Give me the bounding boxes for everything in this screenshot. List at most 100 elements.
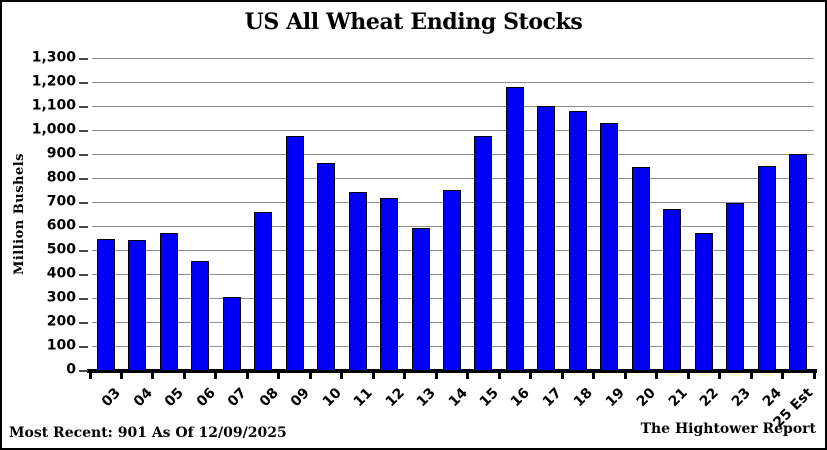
x-tick-label: 15 (476, 385, 502, 411)
bar-19 (600, 123, 619, 370)
x-tick-label: 12 (382, 385, 408, 411)
y-axis-tick (79, 297, 88, 300)
x-tick-label: 16 (508, 385, 534, 411)
y-axis-tick (79, 129, 88, 132)
x-axis-tick (592, 373, 596, 379)
bar-21 (663, 209, 682, 370)
y-tick-label: 100 (46, 337, 76, 354)
x-axis-tick (88, 373, 92, 379)
y-axis-tick (79, 225, 88, 228)
x-axis-tick (340, 373, 344, 379)
y-tick-label: 0 (66, 361, 76, 378)
y-tick-label: 800 (46, 169, 76, 186)
bar-08 (254, 212, 273, 370)
x-tick-label: 06 (193, 385, 219, 411)
bar-20 (631, 167, 650, 370)
gridline (92, 154, 814, 155)
x-tick-label: 24 (760, 385, 786, 411)
x-tick-label: 04 (130, 385, 156, 411)
x-axis-tick (151, 373, 155, 379)
x-tick-label: 09 (287, 385, 313, 411)
bar-03 (96, 238, 115, 370)
bar-12 (380, 197, 399, 370)
bar-16 (505, 86, 524, 370)
x-tick-label: 21 (665, 385, 691, 411)
x-tick-label: 08 (256, 385, 282, 411)
x-tick-label: 11 (350, 385, 376, 411)
y-tick-label: 400 (46, 265, 76, 282)
x-axis-tick (655, 373, 659, 379)
gridline (92, 82, 814, 83)
y-tick-label: 1,000 (31, 121, 76, 138)
plot-area: 0 100 200 300 400 500 600 700 800 900 1,000 1,100 1,… (32, 49, 817, 431)
x-axis-tick (749, 373, 753, 379)
y-tick-label: 500 (46, 241, 76, 258)
gridline (92, 106, 814, 107)
y-axis-tick (79, 105, 88, 108)
y-axis-tick (79, 177, 88, 180)
bar-07 (222, 296, 241, 370)
x-tick-label: 07 (224, 385, 250, 411)
x-axis-tick (214, 373, 218, 379)
bar-14 (443, 189, 461, 370)
x-axis-tick (686, 373, 690, 379)
x-axis-tick (182, 373, 186, 379)
y-axis-title-text: Million Bushels (12, 152, 27, 276)
bar-24 (757, 165, 776, 370)
gridline (92, 130, 814, 131)
x-axis-tick (119, 373, 123, 379)
x-axis-tick (403, 373, 407, 379)
x-tick-label: 17 (539, 385, 565, 411)
bar-11 (348, 191, 367, 370)
chart-title: US All Wheat Ending Stocks (244, 9, 583, 35)
bar-04 (128, 240, 147, 370)
source-credit: The Hightower Report (640, 421, 816, 437)
x-axis-tick (529, 373, 533, 379)
bar-13 (411, 228, 430, 370)
y-axis-tick (79, 345, 88, 348)
bar-05 (159, 232, 178, 370)
y-axis-tick (79, 273, 88, 276)
x-tick-label: 20 (634, 385, 660, 411)
x-axis-tick (781, 373, 785, 379)
y-axis-tick (79, 201, 88, 204)
x-axis-line (87, 369, 817, 373)
x-tick-label: 05 (161, 385, 188, 411)
x-tick-label: 03 (98, 385, 125, 411)
y-tick-label: 700 (46, 193, 76, 210)
x-axis-tick (371, 373, 375, 379)
bar-09 (285, 135, 304, 370)
bar-23 (726, 203, 745, 370)
x-axis-tick (308, 373, 312, 379)
x-axis-tick (245, 373, 249, 379)
y-tick-label: 600 (46, 217, 76, 234)
gridline (92, 178, 814, 179)
bar-18 (568, 110, 587, 370)
x-axis-tick (277, 373, 281, 379)
x-tick-label: 13 (413, 385, 439, 411)
x-tick-label: 22 (697, 385, 723, 411)
y-axis-tick (79, 321, 88, 324)
gridline (92, 58, 814, 59)
bar-06 (191, 260, 210, 370)
y-tick-label: 200 (46, 313, 76, 330)
x-tick-label: 14 (445, 385, 471, 411)
y-tick-label: 900 (46, 145, 76, 162)
y-axis-title: Million Bushels (12, 58, 27, 370)
y-tick-label: 300 (46, 289, 76, 306)
bar-22 (694, 233, 713, 370)
x-axis-tick (718, 373, 722, 379)
y-axis-tick (79, 57, 88, 60)
bar-17 (537, 106, 556, 370)
x-axis-tick (434, 373, 438, 379)
y-tick-label: 1,100 (31, 97, 76, 114)
x-tick-label: 19 (602, 385, 628, 411)
bar-15 (474, 135, 493, 370)
x-tick-label: 18 (571, 385, 597, 411)
y-axis-tick (79, 369, 88, 372)
bar-10 (317, 163, 336, 370)
y-tick-label: 1,200 (31, 73, 76, 90)
x-tick-label: 10 (319, 385, 345, 411)
x-axis-tick (812, 373, 816, 379)
